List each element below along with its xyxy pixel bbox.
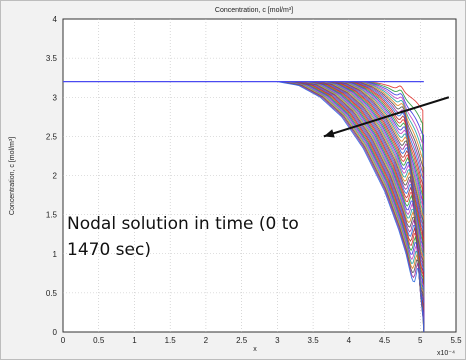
y-tick-label: 2.5 [46,132,58,141]
profile-line [63,81,425,333]
y-tick-label: 4 [53,15,58,24]
profile-line [63,81,425,333]
x-tick-label: 3.5 [308,336,320,345]
y-tick-label: 0 [53,328,58,337]
y-tick-label: 3.5 [46,54,58,63]
profile-line [63,81,425,333]
profile-line [63,81,425,333]
profile-line [63,81,425,333]
profile-line [63,81,425,333]
annotation-line-2: 1470 sec) [67,240,151,260]
y-tick-label: 0.5 [46,289,58,298]
profile-line [63,81,425,333]
chart-title: Concentration, c [mol/m³] [215,7,293,14]
profile-line [63,81,425,333]
arrow-annotation [323,96,450,138]
profile-line [63,81,425,333]
x-tick-label: 1 [132,336,137,345]
x-tick-label: 0.5 [93,336,105,345]
profile-line [63,81,425,333]
profile-line [63,81,425,333]
profile-line [63,81,425,333]
profile-line [63,81,425,333]
profile-line [63,81,425,333]
profile-line [63,81,425,333]
y-tick-labels: 0 0.5 1 1.5 2 2.5 3 3.5 4 [46,15,58,337]
profile-line [63,81,425,333]
x-axis-label: x [253,346,257,353]
y-tick-label: 2 [53,172,58,181]
x-tick-label: 3 [275,336,280,345]
profile-line [63,81,425,333]
x-tick-label: 4.5 [379,336,391,345]
y-tick-label: 1 [53,250,58,259]
x-tick-label: 5.5 [450,336,462,345]
profile-line [63,81,425,333]
profile-line [63,81,425,333]
x-tick-label: 2.5 [236,336,248,345]
profile-line [63,81,425,333]
profile-line [63,81,425,333]
x-tick-label: 0 [61,336,66,345]
profile-line [63,81,425,333]
profile-line [63,81,425,333]
arrow-shaft [323,96,450,138]
profile-line [63,81,425,333]
profile-line [63,81,425,333]
y-tick-label: 3 [53,93,58,102]
profile-line [63,81,425,333]
profile-line [63,81,425,333]
y-tick-label: 1.5 [46,211,58,220]
x-tick-label: 2 [204,336,209,345]
profile-lines [63,81,425,333]
y-axis-label: Concentration, c [mol/m³] [9,137,16,215]
profile-line [63,81,425,333]
x-tick-label: 5 [418,336,423,345]
profile-line [63,81,425,333]
x-tick-label: 4 [347,336,352,345]
x-tick-labels: 0 0.5 1 1.5 2 2.5 3 3.5 4 4.5 5 5.5 [61,336,462,345]
profile-line [63,81,425,333]
profile-line [63,81,425,333]
profile-line [63,81,425,333]
profile-line [63,81,425,333]
profile-line [63,81,425,333]
annotation-line-1: Nodal solution in time (0 to [67,214,299,234]
profile-line [63,81,425,333]
profile-line [63,81,425,333]
profile-line [63,81,425,333]
profile-line [63,81,425,333]
profile-line [63,81,425,333]
x-tick-label: 1.5 [165,336,177,345]
arrow-head [323,129,335,138]
x-axis-multiplier: x10⁻⁴ [437,350,455,357]
